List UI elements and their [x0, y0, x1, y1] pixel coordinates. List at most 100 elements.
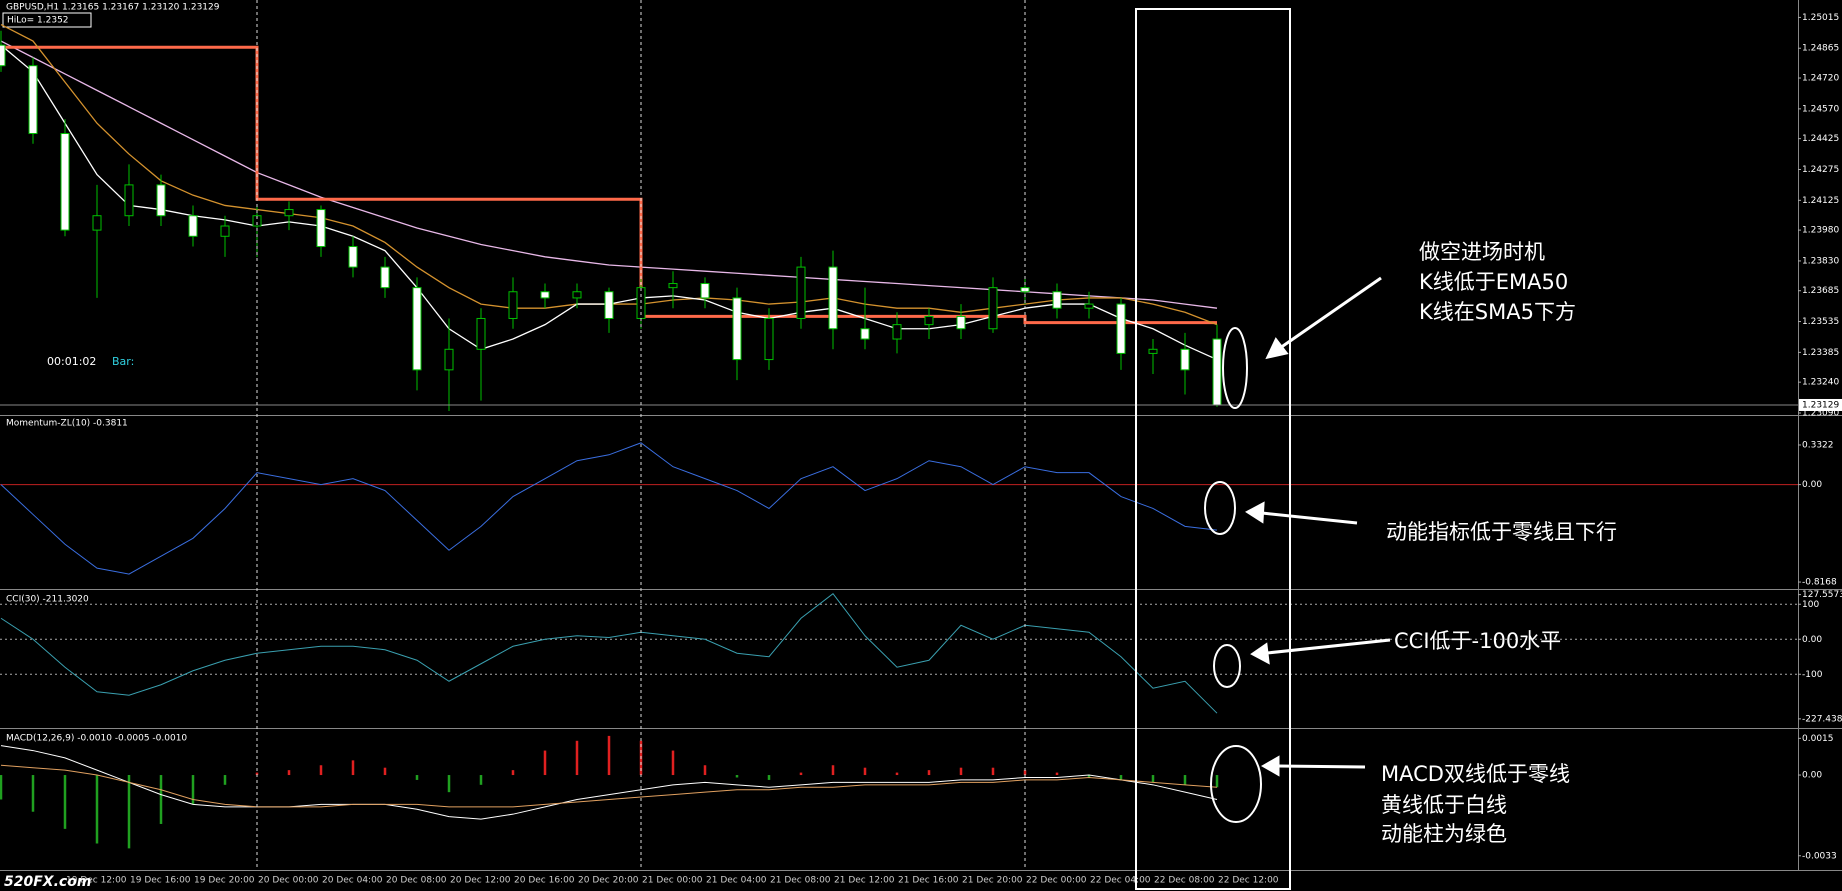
timer: 00:01:02	[47, 355, 96, 368]
line-series	[0, 745, 1218, 820]
candle-body	[1052, 291, 1062, 309]
y-tick-label: 0.00	[1802, 771, 1822, 781]
candle-body	[28, 65, 38, 135]
annotation-text: K线在SMA5下方	[1419, 300, 1576, 324]
candle-body	[284, 209, 294, 217]
y-tick-label: 1.23385	[1802, 348, 1839, 358]
candle-body	[1116, 303, 1126, 354]
y-tick-label: 0.00	[1802, 480, 1822, 490]
y-tick-label: 1.24570	[1802, 104, 1839, 114]
candle-body	[1212, 338, 1222, 406]
line-series	[0, 40, 1218, 309]
hilo-box	[2, 12, 92, 28]
y-tick-label: -227.4381	[1802, 714, 1842, 724]
annotation-text: MACD双线低于零线	[1381, 762, 1570, 786]
y-tick-label: 1.23830	[1802, 256, 1839, 266]
y-tick-label: 1.23980	[1802, 226, 1839, 236]
x-tick-label: 21 Dec 16:00	[898, 876, 959, 886]
y-tick-label: 1.24865	[1802, 44, 1839, 54]
candle-body	[796, 266, 806, 319]
y-tick-label: 1.23685	[1802, 286, 1839, 296]
candle-body	[412, 287, 422, 371]
line-series	[0, 593, 1218, 714]
candle-body	[380, 266, 390, 289]
candle-body	[604, 291, 614, 319]
candle-body	[92, 215, 102, 231]
y-tick-label: 100	[1802, 600, 1819, 610]
annotation-text: 做空进场时机	[1419, 240, 1545, 264]
x-tick-label: 21 Dec 08:00	[770, 876, 831, 886]
annotation-shapes	[1135, 8, 1291, 890]
x-tick-label: 21 Dec 12:00	[834, 876, 895, 886]
candle-body	[572, 291, 582, 299]
candle-body	[668, 283, 678, 289]
candle-body	[700, 283, 710, 299]
candle-body	[988, 287, 998, 330]
watermark: 520FX.com	[4, 874, 91, 890]
momentum-title: Momentum-ZL(10) -0.3811	[6, 419, 128, 429]
candle-body	[156, 184, 166, 217]
x-tick-label: 19 Dec 20:00	[194, 876, 255, 886]
current-price-box	[1799, 398, 1842, 411]
x-tick-label: 20 Dec 04:00	[322, 876, 383, 886]
candle-body	[924, 315, 934, 326]
candle-body	[124, 184, 134, 217]
y-tick-label: 0.0015	[1802, 734, 1834, 744]
candle-body	[1180, 348, 1190, 371]
annotation-text: 动能柱为绿色	[1381, 822, 1507, 846]
candle-body	[732, 297, 742, 361]
x-tick-label: 21 Dec 00:00	[642, 876, 703, 886]
annotation-arrows	[1245, 276, 1391, 777]
candle-body	[60, 133, 70, 231]
symbol-header: GBPUSD,H1 1.23165 1.23167 1.23120 1.2312…	[6, 3, 220, 13]
candle-body	[252, 215, 262, 227]
line-series	[0, 764, 1218, 808]
candle-body	[540, 291, 550, 299]
candle-body	[764, 317, 774, 361]
x-tick-label: 21 Dec 20:00	[962, 876, 1023, 886]
candle-body	[0, 44, 6, 67]
y-tick-label: 0.3322	[1802, 440, 1834, 450]
candle-body	[444, 348, 454, 371]
line-series	[1, 45, 1217, 325]
macd-title: MACD(12,26,9) -0.0010 -0.0005 -0.0010	[6, 734, 187, 744]
x-tick-label: 20 Dec 20:00	[578, 876, 639, 886]
candle-body	[860, 328, 870, 340]
y-tick-label: 1.24720	[1802, 74, 1839, 84]
candle-body	[508, 291, 518, 319]
x-tick-label: 20 Dec 08:00	[386, 876, 447, 886]
annotation-text: CCI低于-100水平	[1394, 629, 1561, 653]
y-tick-label: 1.23240	[1802, 378, 1839, 388]
x-tick-label: 22 Dec 08:00	[1154, 876, 1215, 886]
annotation-text: 动能指标低于零线且下行	[1386, 520, 1617, 544]
x-tick-label: 21 Dec 04:00	[706, 876, 767, 886]
y-tick-label: 1.24425	[1802, 134, 1839, 144]
x-tick-label: 22 Dec 12:00	[1218, 876, 1279, 886]
y-tick-label: -0.8168	[1802, 578, 1837, 588]
y-tick-label: -0.0033	[1802, 851, 1837, 861]
candle-body	[892, 324, 902, 340]
y-tick-label: -100	[1802, 670, 1823, 680]
cci-title: CCI(30) -211.3020	[6, 595, 89, 605]
candle-body	[348, 246, 358, 268]
y-tick-label: 1.25015	[1802, 13, 1839, 23]
x-tick-label: 20 Dec 16:00	[514, 876, 575, 886]
x-tick-label: 19 Dec 12:00	[66, 876, 127, 886]
candle-body	[1148, 348, 1158, 354]
x-tick-label: 22 Dec 04:00	[1090, 876, 1151, 886]
x-tick-label: 22 Dec 00:00	[1026, 876, 1087, 886]
y-tick-label: 1.23535	[1802, 317, 1839, 327]
candle-body	[956, 315, 966, 330]
y-tick-label: 0.00	[1802, 635, 1822, 645]
annotation-text: 黄线低于白线	[1381, 793, 1507, 817]
line-series	[0, 442, 1218, 575]
candle-body	[1084, 303, 1094, 309]
bar-label: Bar:	[112, 355, 134, 368]
x-tick-label: 19 Dec 16:00	[130, 876, 191, 886]
candle-body	[316, 209, 326, 248]
candle-body	[220, 225, 230, 237]
x-tick-label: 20 Dec 00:00	[258, 876, 319, 886]
current-price-label: 1.23129	[1802, 400, 1839, 410]
